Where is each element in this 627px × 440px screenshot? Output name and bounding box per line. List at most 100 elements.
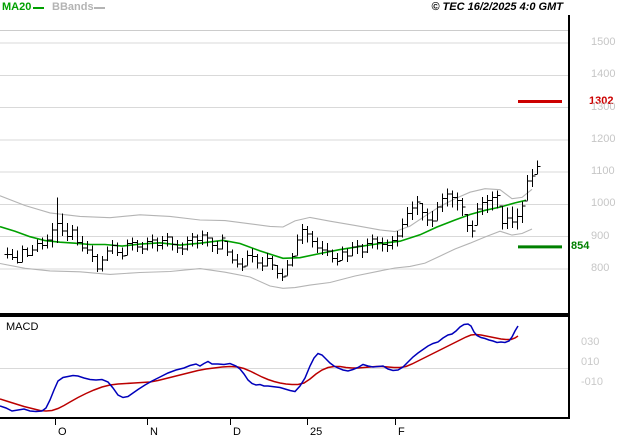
ohlc-bar <box>154 237 161 252</box>
ohlc-bar <box>394 231 401 247</box>
month-label-O: O <box>58 425 67 438</box>
ohlc-bar <box>329 249 336 263</box>
bollinger-upper-line <box>0 188 533 233</box>
ohlc-bar <box>459 198 466 217</box>
ohlc-bars <box>4 160 541 282</box>
ohlc-bar <box>119 247 126 260</box>
ohlc-bar <box>434 202 441 222</box>
ohlc-bar <box>84 240 91 254</box>
ohlc-bar <box>524 174 531 202</box>
ohlc-bar <box>229 249 236 264</box>
macd-panel-title: MACD <box>6 321 39 333</box>
ohlc-bar <box>69 224 76 240</box>
ohlc-bar <box>314 237 321 253</box>
ohlc-bar <box>309 231 316 248</box>
ohlc-bar <box>344 248 351 262</box>
ohlc-bar <box>294 234 301 257</box>
legend-ma20-label: MA20 <box>2 1 32 13</box>
ohlc-bar <box>414 195 421 216</box>
ohlc-bar <box>289 252 296 267</box>
ohlc-bar <box>404 207 411 227</box>
ohlc-bar <box>454 192 461 211</box>
ohlc-bar <box>284 260 291 277</box>
price-axis-label-1500: 1500 <box>591 36 616 49</box>
macd-line <box>0 323 519 413</box>
price-axis-label-800: 800 <box>591 261 610 274</box>
ohlc-bar <box>94 253 101 273</box>
level-label-854: 854 <box>571 240 590 253</box>
macd-axis-label-010: 010 <box>581 356 600 368</box>
price-axis-label-1100: 1100 <box>591 165 615 178</box>
ohlc-bar <box>204 232 211 247</box>
ohlc-bar <box>279 268 286 282</box>
ohlc-bar <box>519 201 526 224</box>
ohlc-bar <box>244 250 251 267</box>
ohlc-bar <box>214 240 221 254</box>
ohlc-bar <box>209 237 216 253</box>
panel-separator <box>0 313 570 317</box>
month-label-N: N <box>150 425 158 438</box>
ohlc-bar <box>104 246 111 262</box>
price-axis-label-1000: 1000 <box>591 197 616 210</box>
ohlc-bar <box>274 265 281 279</box>
ohlc-bar <box>424 208 431 226</box>
price-axis-label-1200: 1200 <box>591 132 616 145</box>
ohlc-bar <box>239 257 246 271</box>
ohlc-bar <box>174 239 181 253</box>
month-label-25: 25 <box>310 425 323 438</box>
ohlc-bar <box>509 206 516 229</box>
ohlc-bar <box>264 252 271 267</box>
ohlc-bar <box>429 210 436 228</box>
macd-panel <box>0 323 568 413</box>
month-label-D: D <box>233 425 241 438</box>
ohlc-bar <box>334 252 341 266</box>
ohlc-bar <box>9 248 16 261</box>
ohlc-bar <box>534 160 541 176</box>
ohlc-bar <box>114 242 121 257</box>
ohlc-bar <box>269 256 276 270</box>
ohlc-bar <box>34 239 41 253</box>
ohlc-bar <box>224 240 231 257</box>
ohlc-bar <box>254 253 261 269</box>
ma20-line-swatch <box>33 7 44 9</box>
ohlc-bar <box>529 169 536 188</box>
price-axis-label-900: 900 <box>591 229 610 242</box>
price-axis-label-1300: 1300 <box>591 100 616 113</box>
ohlc-bar <box>49 223 56 248</box>
ohlc-bar <box>134 239 141 253</box>
ohlc-bar <box>14 250 21 264</box>
price-panel <box>0 42 568 289</box>
ohlc-bar <box>249 248 256 263</box>
ohlc-bar <box>109 239 116 254</box>
ohlc-bar <box>124 239 131 256</box>
ohlc-bar <box>499 205 506 230</box>
month-label-F: F <box>398 425 405 438</box>
price-axis-label-1400: 1400 <box>591 68 616 81</box>
macd-axis-label-030: 030 <box>581 336 600 348</box>
ohlc-bar <box>4 247 11 259</box>
level-label-1302: 1302 <box>589 95 614 107</box>
bollinger-lower-line <box>0 228 533 289</box>
ohlc-bar <box>324 243 331 257</box>
ohlc-bar <box>89 245 96 262</box>
ohlc-bar <box>64 223 71 241</box>
legend-bbands-label: BBands <box>52 1 94 13</box>
ohlc-bar <box>494 190 501 209</box>
ohlc-bar <box>59 213 66 237</box>
ohlc-bar <box>299 223 306 245</box>
ohlc-bar <box>349 241 356 257</box>
ohlc-bar <box>19 245 26 263</box>
copyright-stamp: © TEC 16/2/2025 4:0 GMT <box>431 1 563 13</box>
bbands-line-swatch <box>94 7 105 9</box>
macd-signal-line <box>0 333 519 412</box>
macd-axis-label--010: -010 <box>581 376 604 388</box>
chart-frame <box>0 15 570 425</box>
ohlc-bar <box>234 253 241 268</box>
ohlc-bar <box>474 203 481 226</box>
ohlc-bar <box>219 234 226 250</box>
ohlc-bar <box>469 220 476 238</box>
ohlc-bar <box>514 208 521 230</box>
ma20-line <box>0 199 527 260</box>
